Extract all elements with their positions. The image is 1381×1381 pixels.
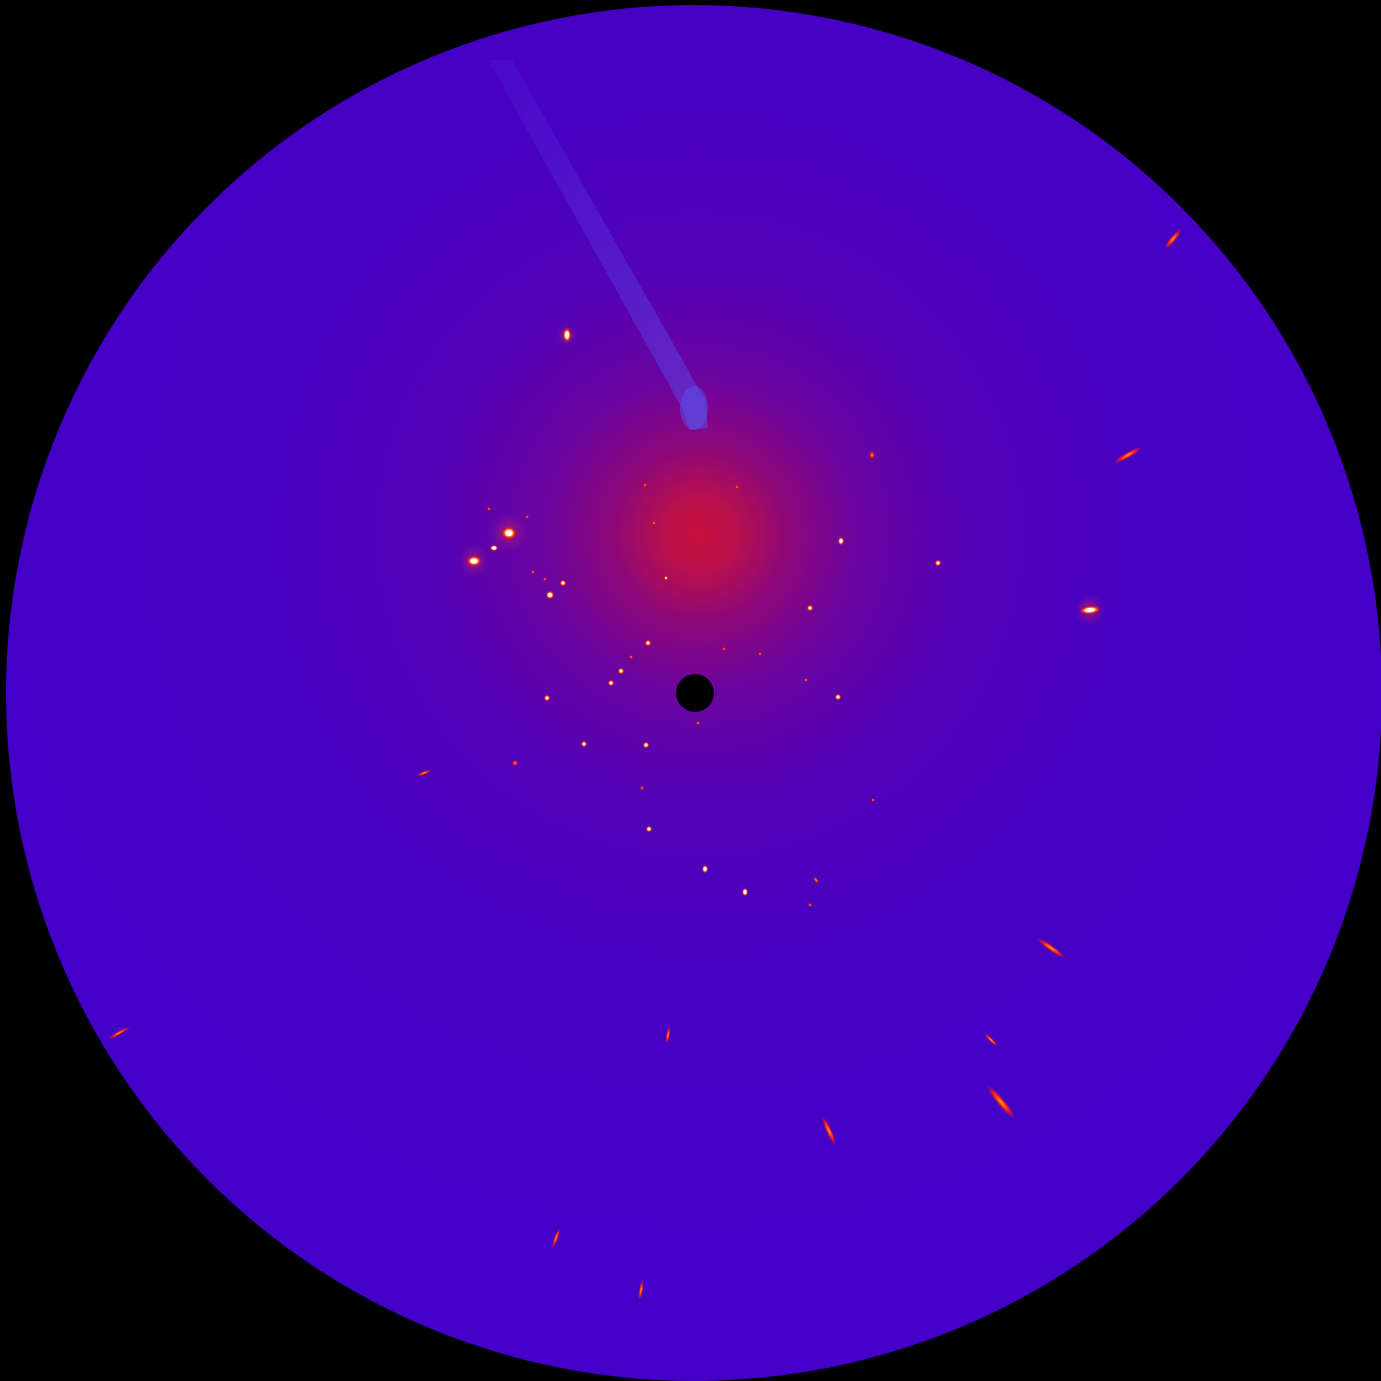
bragg-spot [581,741,587,747]
bragg-spot [1036,937,1066,959]
bragg-spot-core [839,539,843,543]
bragg-spot [986,1084,1016,1120]
bragg-spot [543,577,547,581]
bragg-spot [807,605,813,611]
bragg-spot [808,903,812,907]
bragg-spot [645,640,651,646]
bragg-spot [416,769,432,777]
bragg-spot [758,652,762,656]
bragg-spot [646,826,652,832]
bragg-spot [638,1279,644,1301]
bragg-spot [871,798,875,802]
bragg-spot-core [505,530,513,536]
bragg-spot-core [743,890,747,894]
bragg-spot-core [703,867,707,871]
bragg-spot [531,570,535,574]
bragg-spot [551,1227,561,1249]
bragg-spot [1114,446,1142,464]
bragg-spot [1164,228,1182,250]
bragg-spot [643,742,649,748]
bragg-spot [835,694,841,700]
bragg-spot [512,760,518,766]
bragg-spot [983,1032,999,1048]
bragg-spot [652,521,656,525]
diffraction-spots [107,228,1182,1301]
bragg-spot [813,876,819,884]
bragg-spot [665,1026,671,1044]
bragg-spot [640,786,644,790]
bragg-spot [664,576,668,580]
bragg-spot [525,515,529,519]
bragg-spot [629,655,633,659]
bragg-spot [735,485,739,489]
bragg-spot [643,483,647,487]
bragg-spot [869,451,875,459]
bragg-spot [696,721,700,725]
beamstop-shadow [488,60,708,430]
beamstop [676,674,714,712]
bragg-spot [560,580,566,586]
bragg-spot [107,1026,131,1040]
bragg-spot [804,678,808,682]
bragg-spot [935,560,941,566]
bragg-spot [608,680,614,686]
bragg-spot-core [565,331,569,339]
bragg-spot [722,647,726,651]
bragg-spot-core [1085,607,1095,613]
bragg-spot [487,507,491,511]
bragg-spot [821,1116,837,1146]
bragg-spot-core [548,593,552,597]
bragg-spot-core [470,558,478,564]
bragg-spot-core [492,546,496,550]
bragg-spot [618,668,624,674]
bragg-spot [544,695,550,701]
